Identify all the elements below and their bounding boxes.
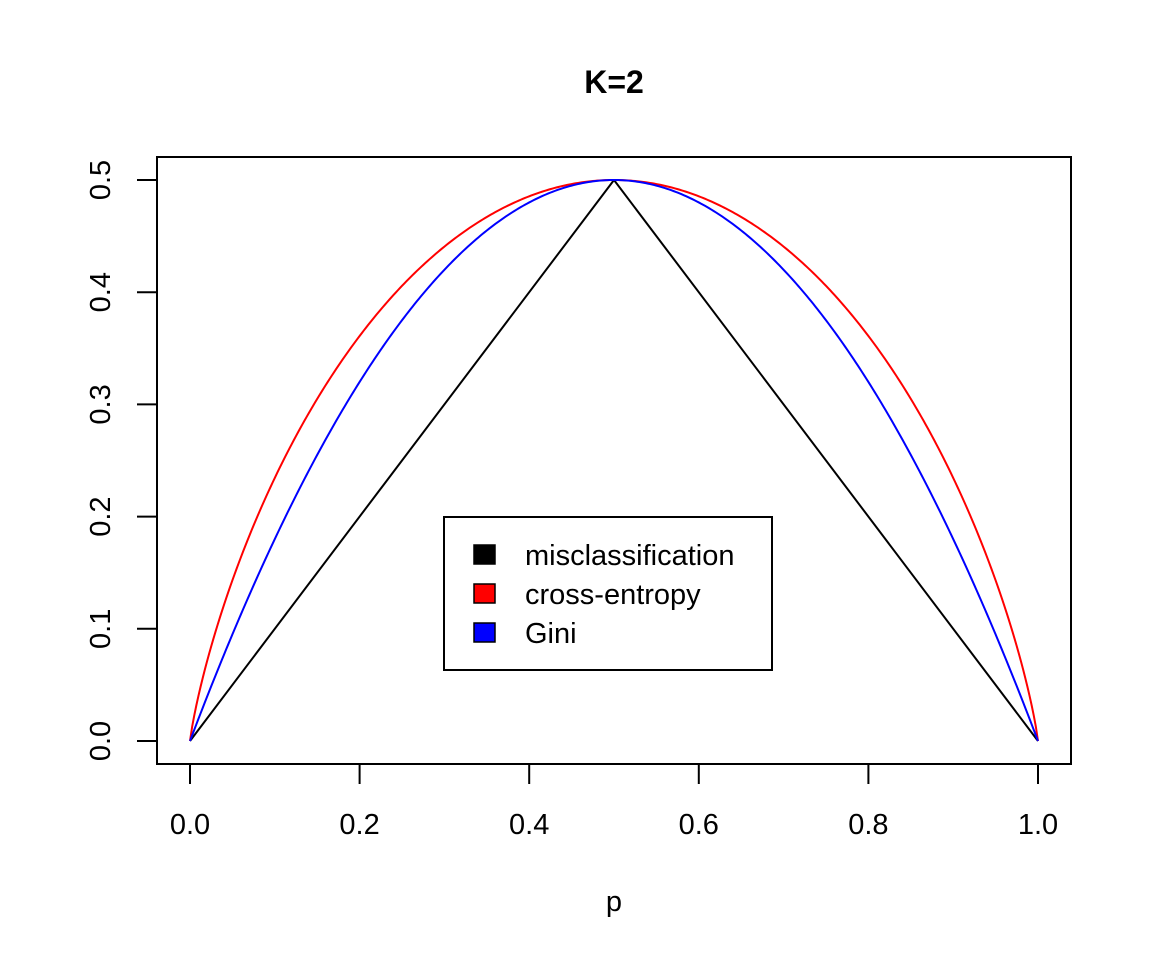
legend-box bbox=[443, 516, 773, 671]
x-tick-label: 0.0 bbox=[170, 809, 210, 841]
plot-frame bbox=[156, 156, 1072, 765]
x-axis-label: p bbox=[606, 886, 622, 918]
y-tick-label: 0.1 bbox=[85, 609, 117, 649]
y-tick-label: 0.2 bbox=[85, 496, 117, 536]
x-tick-label: 0.2 bbox=[339, 809, 379, 841]
legend-swatch bbox=[473, 583, 496, 604]
x-axis: 0.0 0.2 0.4 0.6 0.8 1.0 bbox=[170, 763, 1058, 841]
y-tick-label: 0.3 bbox=[85, 384, 117, 424]
series-line-gini bbox=[189, 179, 1039, 742]
legend-label: Gini bbox=[525, 618, 577, 650]
legend: misclassification cross-entropy Gini bbox=[443, 516, 773, 671]
legend-swatch bbox=[473, 622, 496, 643]
y-tick-label: 0.0 bbox=[85, 721, 117, 761]
x-tick-label: 0.4 bbox=[509, 809, 549, 841]
y-tick-label: 0.5 bbox=[85, 160, 117, 200]
x-tick-label: 0.6 bbox=[679, 809, 719, 841]
chart-title: K=2 bbox=[584, 64, 644, 100]
y-axis: 0.0 0.1 0.2 0.3 0.4 0.5 bbox=[85, 160, 158, 761]
x-tick-label: 1.0 bbox=[1018, 809, 1058, 841]
legend-swatch bbox=[473, 544, 496, 565]
legend-label: cross-entropy bbox=[525, 579, 701, 611]
legend-label: misclassification bbox=[525, 540, 735, 572]
series-layer bbox=[189, 179, 1039, 742]
x-tick-label: 0.8 bbox=[848, 809, 888, 841]
y-tick-label: 0.4 bbox=[85, 272, 117, 312]
